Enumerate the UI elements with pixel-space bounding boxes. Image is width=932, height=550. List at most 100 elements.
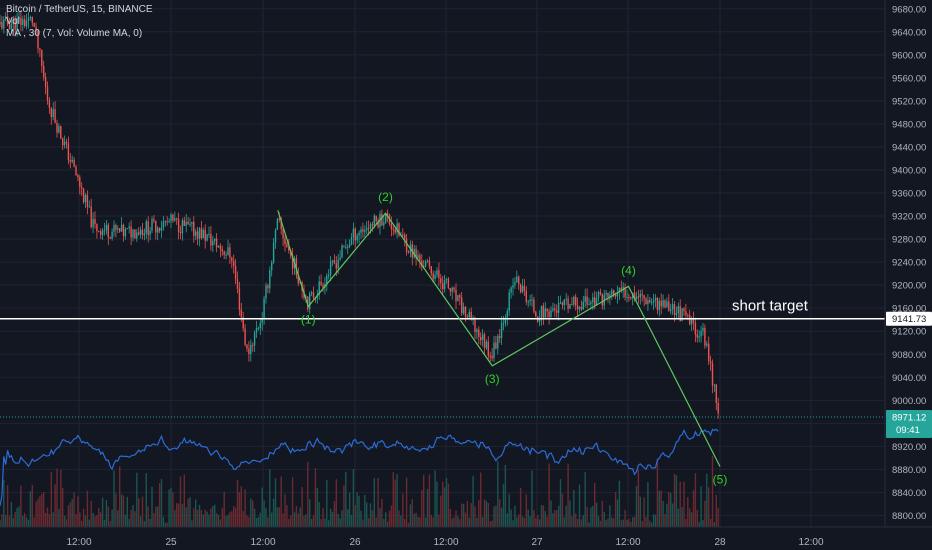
volume-bar <box>98 507 100 527</box>
volume-bar <box>282 513 284 527</box>
volume-bar <box>88 519 90 527</box>
volume-bar <box>673 473 676 527</box>
candle-body <box>221 249 223 252</box>
candle-body <box>71 159 73 162</box>
volume-label[interactable]: Vol <box>6 16 20 27</box>
volume-bar <box>56 468 58 527</box>
volume-bar <box>193 508 195 527</box>
candle-body <box>5 16 7 20</box>
volume-bar <box>630 522 632 527</box>
candle-body <box>101 230 104 235</box>
volume-bar <box>392 472 394 527</box>
candle-body <box>195 231 197 236</box>
candle-body <box>362 229 364 232</box>
volume-bar <box>700 486 702 527</box>
volume-bar <box>485 500 488 527</box>
candle-body <box>56 122 58 133</box>
candle-body <box>318 281 320 295</box>
price-badges: 9141.73 8971.12 09:41 <box>886 311 932 438</box>
candle-body <box>405 238 408 252</box>
candle-body <box>476 329 478 332</box>
candle-body <box>637 296 640 298</box>
volume-bar <box>616 499 619 527</box>
volume-bar <box>556 510 558 527</box>
volume-bar <box>398 510 400 527</box>
candle-body <box>426 260 429 262</box>
candle-body <box>299 282 301 284</box>
candle-body <box>46 86 49 101</box>
candle-body <box>111 231 113 239</box>
candle-body <box>398 223 400 236</box>
candle-body <box>569 304 571 309</box>
volume-bar <box>660 490 662 527</box>
volume-bar <box>122 495 125 527</box>
price-axis-bg <box>885 0 932 550</box>
candle-body <box>556 310 558 313</box>
candle-body <box>212 240 214 246</box>
wave-label: (3) <box>485 372 500 386</box>
volume-bar <box>324 518 326 527</box>
volume-bar <box>138 498 140 527</box>
candle-body <box>352 228 355 238</box>
volume-bar <box>599 520 602 527</box>
candle-body <box>571 304 573 306</box>
volume-bar <box>5 515 7 527</box>
candle-body <box>43 65 45 78</box>
candle-body <box>645 298 647 305</box>
time-tick-label: 26 <box>349 537 361 548</box>
volume-bar <box>244 489 246 527</box>
candle-body <box>41 50 43 66</box>
volume-bar <box>628 518 630 527</box>
target-price-text: 9141.73 <box>892 314 926 325</box>
volume-bar <box>557 505 560 527</box>
price-tick-label: 9080.00 <box>892 350 926 361</box>
volume-bar <box>689 508 691 527</box>
time-axis[interactable]: 12:00 25 12:00 26 12:00 27 12:00 28 12:00 <box>0 526 932 550</box>
volume-bar <box>231 511 233 527</box>
candle-body <box>3 19 5 29</box>
candle-body <box>592 297 594 303</box>
candle-body <box>559 302 562 304</box>
volume-bar <box>52 512 54 527</box>
volume-ma-label[interactable]: MA , 30 (7, Vol: Volume MA, 0) <box>6 28 143 39</box>
volume-bar <box>603 511 605 527</box>
candle-body <box>96 224 98 232</box>
candle-body <box>272 242 275 263</box>
candle-body <box>333 260 336 264</box>
candle-body <box>510 287 512 293</box>
elliott-wave-path[interactable] <box>277 210 721 467</box>
volume-bar <box>607 518 609 527</box>
candle-body <box>647 300 649 305</box>
volume-bar <box>305 514 307 527</box>
volume-bar <box>179 476 182 527</box>
volume-bar <box>136 472 138 527</box>
volume-bar <box>573 490 575 527</box>
volume-bar <box>468 517 470 527</box>
candle-body <box>328 275 330 277</box>
candle-body <box>470 311 472 321</box>
volume-bar <box>94 516 96 527</box>
candle-body <box>689 315 691 325</box>
volume-bar <box>453 517 455 527</box>
volume-bar <box>183 474 185 527</box>
wave-label: (2) <box>378 190 393 204</box>
volume-bar <box>195 499 197 527</box>
volume-bar <box>115 493 117 527</box>
candle-body <box>86 195 89 208</box>
volume-bar <box>386 521 389 527</box>
volume-bar <box>436 481 438 527</box>
volume-bar <box>421 489 423 527</box>
volume-bar <box>687 497 689 527</box>
symbol-title[interactable]: Bitcoin / TetherUS, 15, BINANCE <box>6 4 153 15</box>
candle-body <box>565 298 567 300</box>
volume-bar <box>1 514 3 527</box>
volume-bar <box>706 473 708 527</box>
candle-body <box>290 250 292 256</box>
candle-body <box>229 247 231 258</box>
volume-bar <box>354 505 356 527</box>
volume-bar <box>537 515 539 527</box>
price-axis[interactable]: 9680.00 9640.00 9600.00 9560.00 9520.00 9480.… <box>884 0 932 550</box>
volume-bar <box>236 479 239 527</box>
wave-label: (4) <box>621 263 636 277</box>
